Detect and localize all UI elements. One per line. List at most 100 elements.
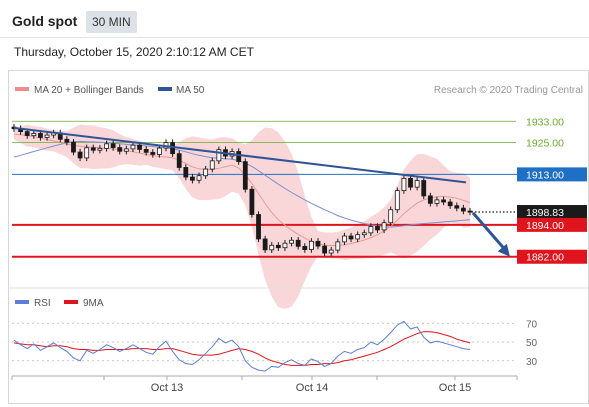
candle-body xyxy=(24,131,30,137)
level-label: 1882.00 xyxy=(526,252,564,264)
candle-body xyxy=(275,244,281,249)
rsi-line xyxy=(13,320,471,372)
candle-body xyxy=(375,226,380,231)
trendline xyxy=(13,126,467,184)
candle-body xyxy=(262,238,268,251)
ma50-line xyxy=(13,140,471,228)
timeframe-badge[interactable]: 30 MIN xyxy=(86,11,137,33)
instrument-title: Gold spot xyxy=(12,13,78,29)
projection-arrowhead xyxy=(497,243,510,257)
x-tick-label: Oct 14 xyxy=(296,382,328,394)
candle-body xyxy=(342,235,347,243)
chart-datetime: Thursday, October 15, 2020 2:10:12 AM CE… xyxy=(14,45,254,59)
level-lines xyxy=(12,120,517,258)
level-label: 1913.00 xyxy=(526,169,564,181)
candle-body xyxy=(71,141,76,153)
candle-body xyxy=(196,175,202,181)
header-bar: Gold spot 30 MIN xyxy=(0,0,589,43)
candle-body xyxy=(308,240,314,250)
level-label-box xyxy=(517,167,587,182)
candle-body xyxy=(328,249,334,254)
candle-body xyxy=(295,239,301,247)
candle-body xyxy=(143,149,149,153)
candle-body xyxy=(434,199,440,204)
candle-body xyxy=(447,201,453,207)
rsi-tick-label: 70 xyxy=(526,319,538,330)
candle-body xyxy=(408,177,413,188)
candle-body xyxy=(315,240,321,247)
candle-body xyxy=(421,180,427,197)
x-tick-label: Oct 13 xyxy=(151,382,183,394)
ma50-legend-label: MA 50 xyxy=(176,85,205,96)
ma50-legend-swatch xyxy=(158,87,172,91)
ma20-legend-label: MA 20 + Bollinger Bands xyxy=(34,85,144,96)
candle-body xyxy=(460,207,466,212)
candle-body xyxy=(64,138,70,143)
candle-body xyxy=(190,176,195,181)
x-axis-ticks: Oct 13 Oct 14 Oct 15 xyxy=(11,376,518,394)
ma9-legend-label: 9MA xyxy=(83,298,104,309)
candle-body xyxy=(467,210,473,213)
candle-body xyxy=(355,234,361,240)
price-candles xyxy=(11,123,473,257)
ma20-legend-swatch xyxy=(15,87,29,91)
candle-body xyxy=(401,177,407,191)
rsi-legend-label: RSI xyxy=(34,298,51,309)
credit-text: Research © 2020 Trading Central xyxy=(434,85,583,96)
candle-body xyxy=(427,195,433,204)
rsi-legend-swatch xyxy=(15,300,29,304)
candle-body xyxy=(176,153,182,168)
candle-body xyxy=(104,143,109,149)
candle-body xyxy=(97,147,103,151)
ma9-legend-swatch xyxy=(64,300,78,304)
candle-body xyxy=(209,160,215,170)
candle-body xyxy=(137,144,142,150)
candle-body xyxy=(236,151,242,163)
candle-body xyxy=(44,134,50,138)
candle-body xyxy=(381,222,387,231)
level-label: 1933.00 xyxy=(526,116,564,128)
chart-legend: MA 20 + Bollinger Bands MA 50 Research ©… xyxy=(15,85,583,96)
rsi-tick-label: 30 xyxy=(526,357,538,368)
candle-body xyxy=(361,232,367,236)
candle-body xyxy=(216,149,222,162)
candle-body xyxy=(368,226,374,234)
candle-body xyxy=(414,180,420,188)
candle-body xyxy=(249,188,255,215)
candle-body xyxy=(38,133,43,138)
x-tick-label: Oct 15 xyxy=(439,382,471,394)
level-label: 1898.83 xyxy=(526,207,564,219)
candle-body xyxy=(150,151,156,155)
level-label-box xyxy=(517,205,587,220)
rsi-legend: RSI 9MA xyxy=(15,298,104,309)
candle-body xyxy=(394,190,400,211)
ma20-line xyxy=(13,133,471,247)
candle-body xyxy=(84,147,90,159)
level-label: 1925.00 xyxy=(526,138,564,150)
candle-body xyxy=(289,239,294,244)
candle-body xyxy=(203,168,209,177)
candle-body xyxy=(130,144,136,150)
candle-body xyxy=(302,245,308,250)
header-divider xyxy=(0,37,589,38)
candle-body xyxy=(388,209,394,224)
rsi-gridlines: 70 50 30 xyxy=(12,319,538,368)
candle-body xyxy=(183,167,189,178)
rsi-tick-label: 50 xyxy=(526,338,538,349)
rsi-9ma-line xyxy=(13,331,471,366)
candle-body xyxy=(242,161,248,190)
candle-body xyxy=(156,147,162,155)
candle-body xyxy=(77,151,83,159)
candle-body xyxy=(90,147,96,151)
candle-body xyxy=(282,242,288,249)
candle-body xyxy=(110,143,116,148)
candle-body xyxy=(269,244,275,251)
candle-body xyxy=(31,133,37,136)
candle-body xyxy=(123,148,129,152)
candle-body xyxy=(441,199,446,203)
candle-body xyxy=(348,235,354,240)
candle-body xyxy=(335,241,341,251)
candle-body xyxy=(322,245,328,254)
